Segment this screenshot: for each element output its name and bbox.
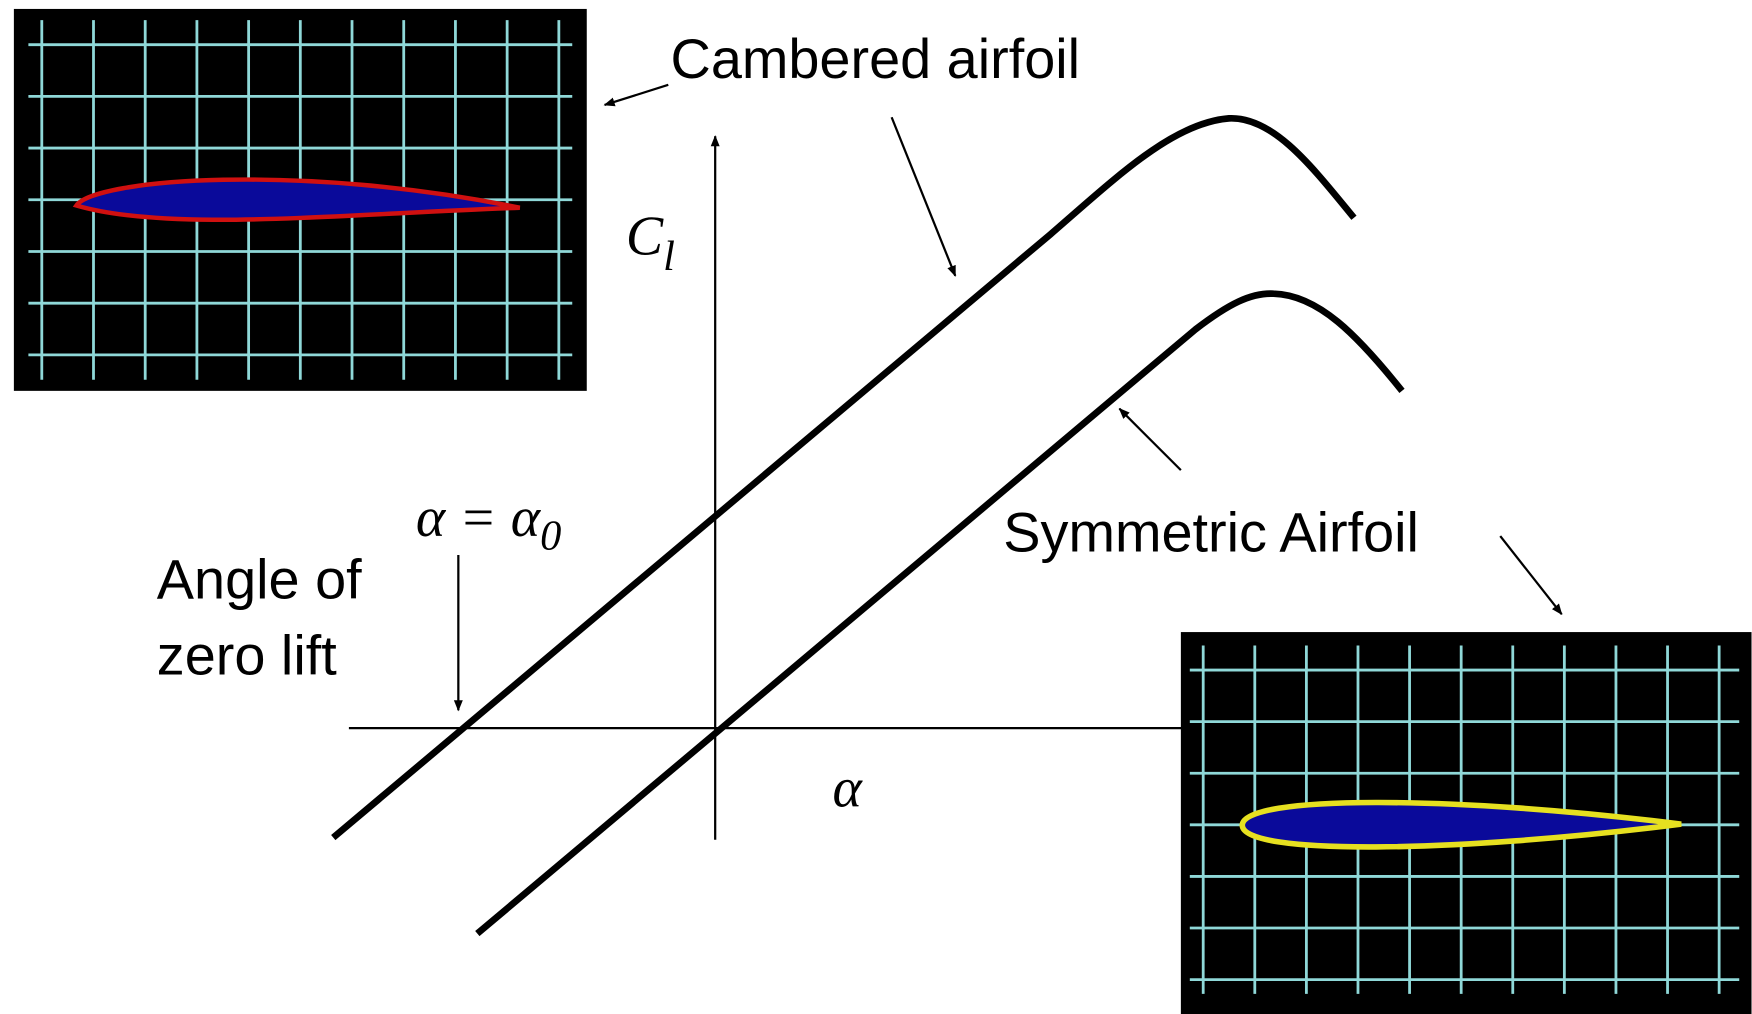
page: Cambered airfoil Symmetric Airfoil Angle… bbox=[0, 0, 1752, 1014]
diagram: Cambered airfoil Symmetric Airfoil Angle… bbox=[0, 0, 1752, 1014]
zero-lift-label: Angle of bbox=[157, 548, 362, 611]
pointer-arrow bbox=[1500, 536, 1561, 614]
cl-sub: l bbox=[663, 233, 675, 280]
alpha-zero-sub: 0 bbox=[540, 512, 561, 559]
cl-axis-label: Cl bbox=[626, 206, 675, 281]
symmetric-airfoil-panel bbox=[1181, 632, 1752, 1014]
alpha-zero-main: α = α bbox=[416, 487, 542, 549]
cambered-airfoil-panel bbox=[14, 9, 587, 391]
cl-main: C bbox=[626, 206, 664, 268]
alpha-zero-label: α = α0 bbox=[416, 487, 561, 559]
cambered-label: Cambered airfoil bbox=[671, 27, 1081, 90]
zero-lift-label: zero lift bbox=[157, 624, 337, 687]
alpha-axis-label: α bbox=[832, 757, 863, 819]
pointer-arrow bbox=[605, 85, 669, 105]
pointer-arrow bbox=[1119, 409, 1180, 470]
symmetric-label: Symmetric Airfoil bbox=[1003, 501, 1419, 564]
pointer-arrow bbox=[892, 117, 956, 276]
